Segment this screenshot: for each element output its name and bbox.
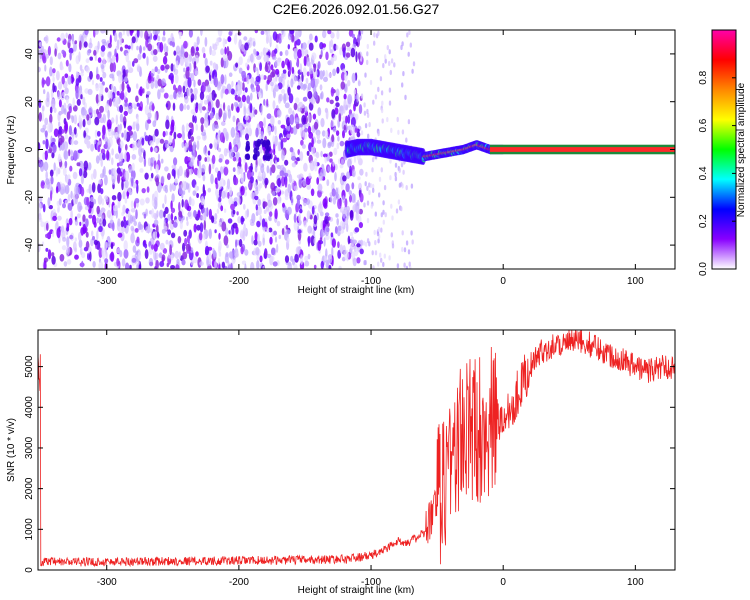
spectrogram-x-axis-label: Height of straight line (km) <box>298 285 415 296</box>
spectrogram-y-axis: -40 -20 0 20 40 <box>24 48 675 252</box>
x-tick-label: 0 <box>500 276 506 287</box>
snr-panel: -300 -200 -100 0 100 0 1000 2000 3000 4000 5000 H… <box>6 329 676 596</box>
snr-y-axis-label: SNR (10 * v/v) <box>6 418 17 482</box>
x-tick-label: 100 <box>627 577 644 588</box>
chart-title: C2E6.2026.092.01.56.G27 <box>272 1 440 17</box>
snr-y-axis: 0 1000 2000 3000 4000 5000 <box>24 355 675 573</box>
x-tick-label: -300 <box>97 577 117 588</box>
x-tick-label: -100 <box>361 577 381 588</box>
y-tick-label: 20 <box>24 96 35 108</box>
snr-frame <box>37 329 676 571</box>
spectrogram-heatmap <box>38 30 675 269</box>
colorbar-axis: 0.0 0.2 0.4 0.6 0.8 <box>698 70 736 276</box>
snr-x-axis: -300 -200 -100 0 100 <box>97 330 644 588</box>
y-tick-label: 0 <box>24 567 35 573</box>
colorbar-gradient <box>711 29 737 270</box>
spectrogram-signal-trace <box>344 138 675 166</box>
colorbar-tick-label: 0.0 <box>698 262 709 276</box>
y-tick-label: -20 <box>24 190 35 205</box>
spectrogram-y-axis-label: Frequency (Hz) <box>6 116 17 185</box>
colorbar-tick-label: 0.4 <box>698 166 709 180</box>
y-tick-label: 5000 <box>24 355 35 378</box>
y-tick-label: 40 <box>24 48 35 60</box>
snr-series-line <box>38 330 675 568</box>
y-tick-label: 4000 <box>24 396 35 419</box>
x-tick-label: 100 <box>627 276 644 287</box>
spectrogram-x-axis: -300 -200 -100 0 100 <box>97 30 644 287</box>
x-tick-label: -300 <box>97 276 117 287</box>
x-tick-label: -100 <box>361 276 381 287</box>
spectrogram-noise-texture <box>38 30 416 269</box>
y-tick-label: 3000 <box>24 436 35 459</box>
y-tick-label: -40 <box>24 237 35 252</box>
y-tick-label: 2000 <box>24 477 35 500</box>
colorbar-tick-label: 0.6 <box>698 118 709 132</box>
colorbar-label: Normalized spectral amplitude <box>736 82 747 217</box>
x-tick-label: -200 <box>229 577 249 588</box>
x-tick-label: -200 <box>229 276 249 287</box>
x-tick-label: 0 <box>500 577 506 588</box>
colorbar-tick-label: 0.2 <box>698 214 709 228</box>
snr-x-axis-label: Height of straight line (km) <box>298 585 415 596</box>
y-tick-label: 0 <box>24 146 35 152</box>
y-tick-label: 1000 <box>24 518 35 541</box>
colorbar-tick-label: 0.8 <box>698 70 709 84</box>
colorbar: 0.0 0.2 0.4 0.6 0.8 Normalized spectral ampl… <box>698 29 747 276</box>
